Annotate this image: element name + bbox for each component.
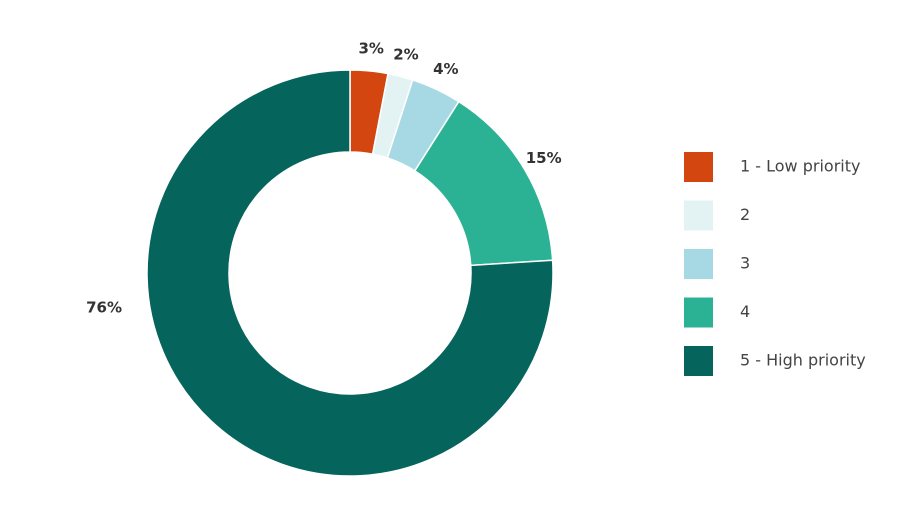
legend-label: 2	[740, 205, 750, 224]
legend-swatch	[684, 249, 713, 279]
legend-label: 5 - High priority	[740, 351, 866, 370]
legend-label: 3	[740, 254, 750, 273]
data-label: 4%	[433, 60, 458, 78]
legend-swatch	[684, 200, 713, 231]
data-label: 76%	[86, 299, 122, 317]
legend-swatch	[684, 297, 713, 328]
data-label: 2%	[393, 46, 418, 64]
data-label: 15%	[526, 149, 562, 167]
legend-swatch	[684, 346, 713, 376]
legend-label: 1 - Low priority	[740, 157, 860, 176]
legend-swatch	[684, 152, 713, 182]
slice	[146, 69, 554, 477]
data-label: 3%	[358, 39, 383, 57]
legend-label: 4	[740, 302, 750, 321]
